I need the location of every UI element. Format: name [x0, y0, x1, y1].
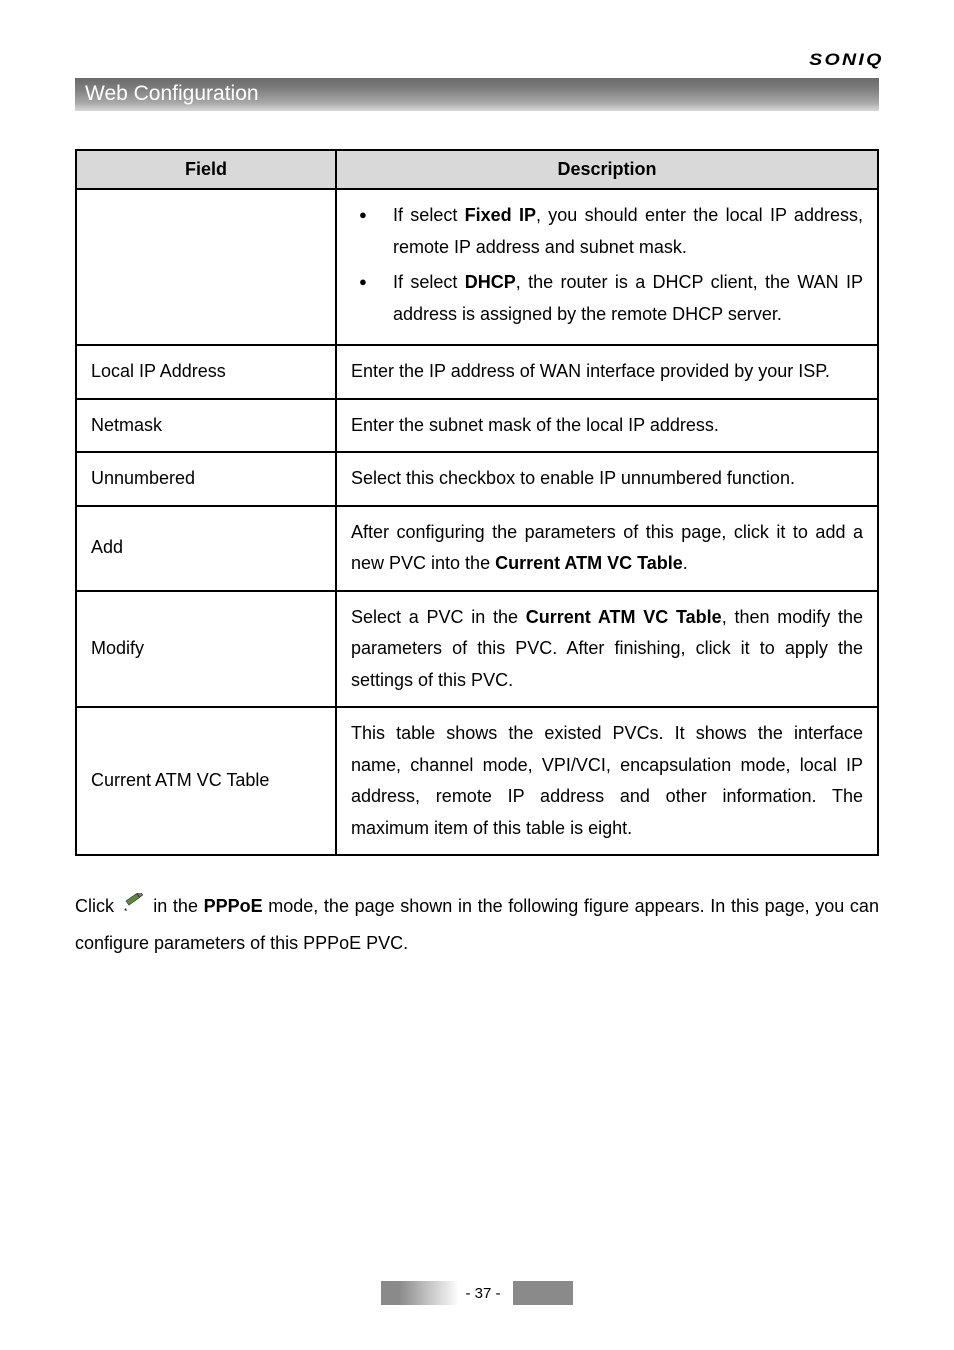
body-paragraph: Click in the PPPoE mode, the page shown …: [75, 888, 879, 961]
page-footer: - 37 -: [0, 1281, 954, 1310]
list-item: If select Fixed IP, you should enter the…: [377, 200, 863, 263]
description-cell: Select a PVC in the Current ATM VC Table…: [336, 591, 878, 708]
list-item: If select DHCP, the router is a DHCP cli…: [377, 267, 863, 330]
table-row: NetmaskEnter the subnet mask of the loca…: [76, 399, 878, 453]
body-pre: Click: [75, 896, 120, 916]
description-cell: Enter the subnet mask of the local IP ad…: [336, 399, 878, 453]
section-title-bar: Web Configuration: [75, 78, 879, 111]
field-description-table: Field Description If select Fixed IP, yo…: [75, 149, 879, 856]
field-cell: Current ATM VC Table: [76, 707, 336, 855]
table-row: ModifySelect a PVC in the Current ATM VC…: [76, 591, 878, 708]
pencil-icon: [122, 889, 146, 925]
body-mid: in the: [153, 896, 203, 916]
footer-decor-left: [381, 1281, 399, 1305]
brand-logo: SONIQ: [75, 50, 879, 70]
field-cell: Local IP Address: [76, 345, 336, 399]
page-number: - 37 -: [459, 1285, 512, 1302]
description-cell: Enter the IP address of WAN interface pr…: [336, 345, 878, 399]
field-cell: Netmask: [76, 399, 336, 453]
description-cell: This table shows the existed PVCs. It sh…: [336, 707, 878, 855]
table-header-row: Field Description: [76, 150, 878, 189]
description-cell: After configuring the parameters of this…: [336, 506, 878, 591]
field-cell: Add: [76, 506, 336, 591]
header-description: Description: [336, 150, 878, 189]
field-cell: Unnumbered: [76, 452, 336, 506]
brand-text: SONIQ: [809, 50, 884, 70]
field-cell: [76, 189, 336, 345]
table-row: Local IP AddressEnter the IP address of …: [76, 345, 878, 399]
table-row: AddAfter configuring the parameters of t…: [76, 506, 878, 591]
header-field: Field: [76, 150, 336, 189]
footer-decor-right: [513, 1281, 573, 1305]
footer-decor-gradient: [399, 1281, 459, 1305]
field-cell: Modify: [76, 591, 336, 708]
description-cell: If select Fixed IP, you should enter the…: [336, 189, 878, 345]
body-bold: PPPoE: [204, 896, 263, 916]
description-cell: Select this checkbox to enable IP unnumb…: [336, 452, 878, 506]
table-row: Current ATM VC TableThis table shows the…: [76, 707, 878, 855]
table-row: UnnumberedSelect this checkbox to enable…: [76, 452, 878, 506]
table-row: If select Fixed IP, you should enter the…: [76, 189, 878, 345]
section-title: Web Configuration: [85, 82, 259, 105]
